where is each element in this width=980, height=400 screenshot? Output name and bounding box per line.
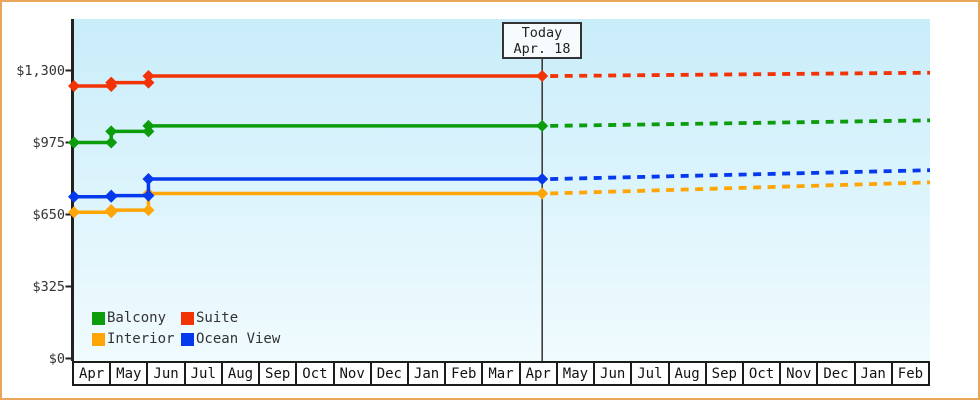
x-axis-month-cell: Nov xyxy=(332,361,372,386)
x-axis-month-cell: Mar xyxy=(481,361,521,386)
x-axis-month-cell: Sep xyxy=(258,361,298,386)
series-point-marker-interior xyxy=(142,204,155,217)
x-axis-month-cell: Sep xyxy=(704,361,744,386)
x-axis-month-cell: Apr xyxy=(518,361,558,386)
x-axis-month-row: Apr May Jun Jul Aug Sep Oct Nov Dec Jan Feb Mar Apr M… xyxy=(72,361,931,386)
x-axis-month-cell: Jun xyxy=(146,361,186,386)
series-point-marker-balcony xyxy=(105,136,118,149)
legend: Balcony Suite Interior Ocean View xyxy=(92,310,280,347)
x-axis-month-cell: Oct xyxy=(741,361,782,386)
legend-swatch-icon xyxy=(92,311,105,325)
series-history-line-balcony xyxy=(74,124,543,145)
legend-item-ocean-view: Ocean View xyxy=(181,331,280,347)
today-label: Today xyxy=(521,24,563,41)
series-history-line-suite xyxy=(74,74,543,88)
x-axis-month-cell: Aug xyxy=(220,361,261,386)
series-forecast-line-interior xyxy=(550,180,931,196)
series-point-marker-balcony xyxy=(68,136,80,149)
legend-item-label: Suite xyxy=(196,310,239,326)
legend-swatch-icon xyxy=(92,332,105,346)
series-point-marker-suite xyxy=(105,76,118,89)
series-point-marker-ocean-view xyxy=(105,189,118,202)
series-point-marker-balcony xyxy=(142,119,155,132)
series-point-marker-suite xyxy=(68,80,80,93)
today-date: Apr. 18 xyxy=(513,40,571,57)
x-axis-month-cell: May xyxy=(555,361,596,386)
series-point-marker-suite xyxy=(142,70,155,83)
x-axis-month-cell: Apr xyxy=(72,361,112,386)
x-axis-month-cell: Oct xyxy=(295,361,335,386)
x-axis-month-cell: Nov xyxy=(779,361,819,386)
legend-swatch-icon xyxy=(181,311,194,325)
x-axis-month-cell: Jan xyxy=(406,361,447,386)
legend-swatch-icon xyxy=(181,332,194,346)
y-axis-tick-label: $325 xyxy=(32,278,65,295)
x-axis-month-cell: Feb xyxy=(890,361,931,386)
y-axis-tick-label: $650 xyxy=(32,206,65,223)
series-forecast-line-suite xyxy=(550,70,931,78)
series-history-line-ocean-view xyxy=(74,177,543,199)
series-point-marker-interior xyxy=(536,187,549,200)
x-axis-month-cell: Dec xyxy=(369,361,409,386)
y-axis-tick-label: $1,300 xyxy=(16,62,65,79)
x-axis-month-cell: Aug xyxy=(667,361,707,386)
x-axis-month-cell: Jan xyxy=(853,361,893,386)
legend-item-balcony: Balcony xyxy=(92,310,181,326)
legend-item-interior: Interior xyxy=(92,331,181,347)
legend-item-label: Ocean View xyxy=(196,331,281,347)
series-forecast-line-balcony xyxy=(550,118,931,128)
legend-item-suite: Suite xyxy=(181,310,280,326)
series-point-marker-interior xyxy=(68,206,80,219)
y-axis-tick-label: $975 xyxy=(32,134,65,151)
series-point-marker-ocean-view xyxy=(536,173,549,186)
series-point-marker-suite xyxy=(536,70,549,83)
x-axis-month-cell: Dec xyxy=(816,361,856,386)
series-point-marker-balcony xyxy=(536,119,549,132)
series-point-marker-interior xyxy=(105,204,118,217)
x-axis-month-cell: Feb xyxy=(444,361,484,386)
series-point-marker-ocean-view xyxy=(68,190,80,203)
series-point-marker-balcony xyxy=(105,125,118,138)
series-point-marker-suite xyxy=(142,76,155,89)
series-point-marker-ocean-view xyxy=(142,173,155,186)
legend-item-label: Balcony xyxy=(107,310,167,326)
x-axis-month-cell: May xyxy=(109,361,149,386)
series-forecast-line-ocean-view xyxy=(550,168,931,181)
series-history-line-interior xyxy=(74,191,543,215)
x-axis-month-cell: Jul xyxy=(630,361,670,386)
x-axis-month-cell: Jun xyxy=(593,361,633,386)
x-axis-month-cell: Jul xyxy=(183,361,223,386)
series-point-marker-ocean-view xyxy=(142,189,155,202)
legend-item-label: Interior xyxy=(107,331,175,347)
y-axis-tick-label: $0 xyxy=(48,350,65,367)
today-annotation: Today Apr. 18 xyxy=(502,22,582,59)
